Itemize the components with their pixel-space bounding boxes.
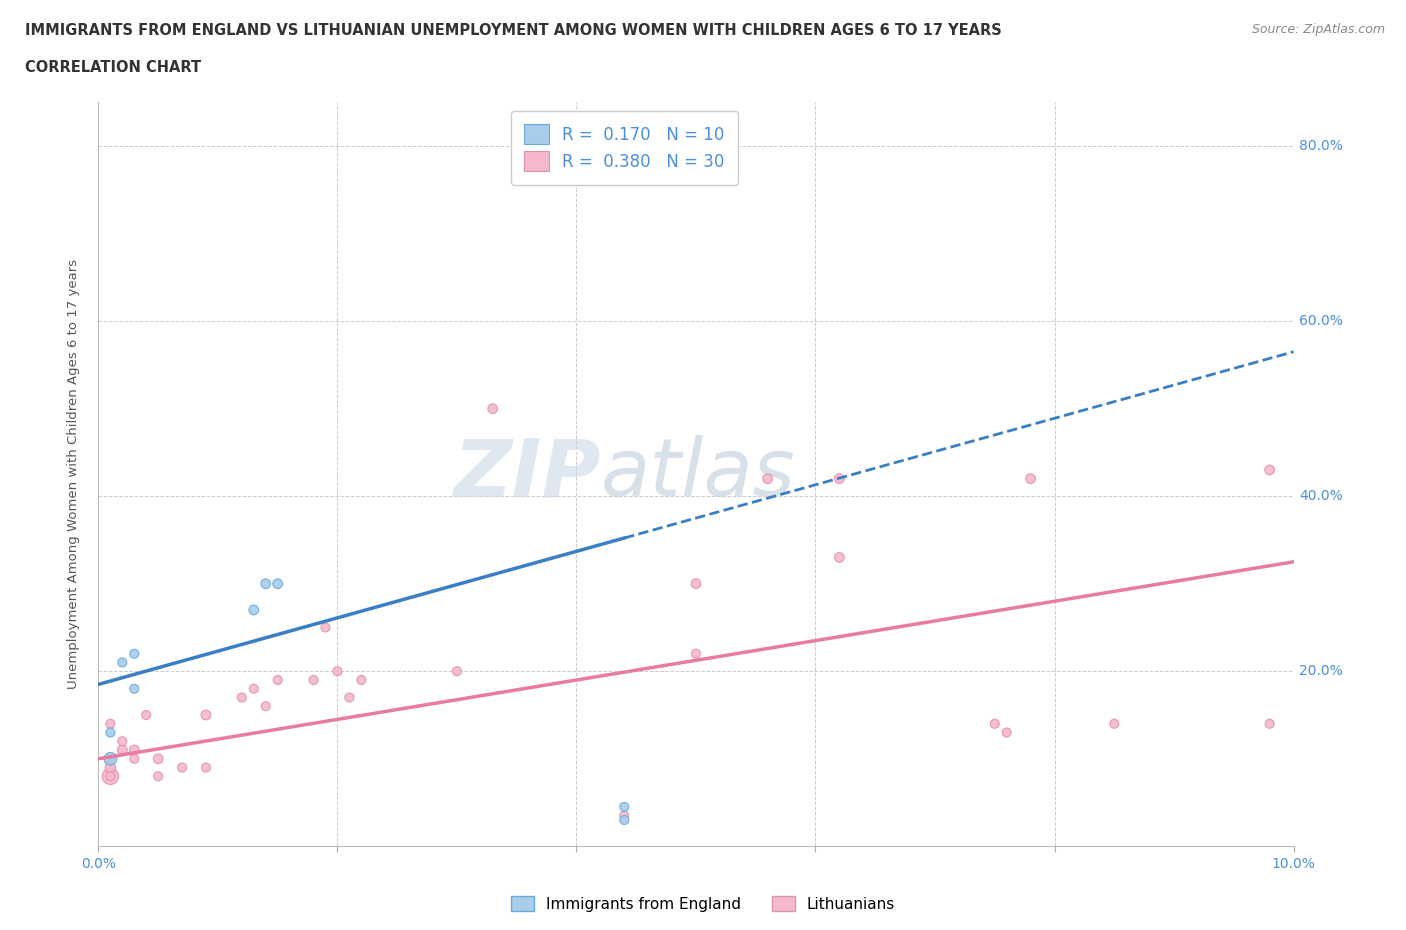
Point <box>983 716 1005 731</box>
Point <box>98 751 122 766</box>
Point <box>756 472 779 486</box>
Point <box>231 690 253 705</box>
Point <box>315 620 337 635</box>
Point <box>350 672 373 687</box>
Text: CORRELATION CHART: CORRELATION CHART <box>25 60 201 75</box>
Point <box>1258 462 1281 477</box>
Text: 40.0%: 40.0% <box>1299 489 1343 503</box>
Point <box>135 708 157 723</box>
Point <box>613 800 636 815</box>
Text: IMMIGRANTS FROM ENGLAND VS LITHUANIAN UNEMPLOYMENT AMONG WOMEN WITH CHILDREN AGE: IMMIGRANTS FROM ENGLAND VS LITHUANIAN UN… <box>25 23 1002 38</box>
Text: atlas: atlas <box>600 435 796 513</box>
Point <box>98 725 122 740</box>
Point <box>111 655 134 670</box>
Point <box>254 698 277 713</box>
Point <box>685 646 707 661</box>
Legend: R =  0.170   N = 10, R =  0.380   N = 30: R = 0.170 N = 10, R = 0.380 N = 30 <box>510 111 738 185</box>
Point <box>194 708 218 723</box>
Point <box>828 550 851 565</box>
Point <box>98 769 122 784</box>
Point <box>267 672 290 687</box>
Point <box>254 577 277 591</box>
Point <box>267 577 290 591</box>
Point <box>685 577 707 591</box>
Point <box>124 751 146 766</box>
Point <box>172 760 194 775</box>
Point <box>98 769 122 784</box>
Point <box>98 760 122 775</box>
Point <box>613 808 636 823</box>
Point <box>446 664 468 679</box>
Point <box>339 690 360 705</box>
Point <box>111 742 134 757</box>
Text: 20.0%: 20.0% <box>1299 664 1343 678</box>
Text: Source: ZipAtlas.com: Source: ZipAtlas.com <box>1251 23 1385 36</box>
Point <box>111 734 134 749</box>
Point <box>1019 472 1042 486</box>
Point <box>995 725 1018 740</box>
Point <box>124 682 146 697</box>
Point <box>302 672 325 687</box>
Point <box>98 751 122 766</box>
Point <box>243 682 266 697</box>
Point <box>613 813 636 828</box>
Point <box>1104 716 1126 731</box>
Point <box>124 742 146 757</box>
Text: 60.0%: 60.0% <box>1299 314 1343 328</box>
Point <box>1258 716 1281 731</box>
Point <box>124 646 146 661</box>
Text: ZIP: ZIP <box>453 435 600 513</box>
Point <box>481 401 505 416</box>
Point <box>828 472 851 486</box>
Point <box>148 751 170 766</box>
Point <box>194 760 218 775</box>
Text: 80.0%: 80.0% <box>1299 140 1343 153</box>
Legend: Immigrants from England, Lithuanians: Immigrants from England, Lithuanians <box>505 889 901 918</box>
Point <box>326 664 349 679</box>
Point <box>243 603 266 618</box>
Point <box>98 716 122 731</box>
Y-axis label: Unemployment Among Women with Children Ages 6 to 17 years: Unemployment Among Women with Children A… <box>66 259 80 689</box>
Point <box>148 769 170 784</box>
